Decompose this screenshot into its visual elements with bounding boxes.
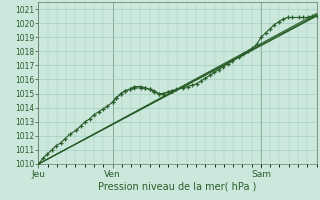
X-axis label: Pression niveau de la mer( hPa ): Pression niveau de la mer( hPa ) [99,181,257,191]
